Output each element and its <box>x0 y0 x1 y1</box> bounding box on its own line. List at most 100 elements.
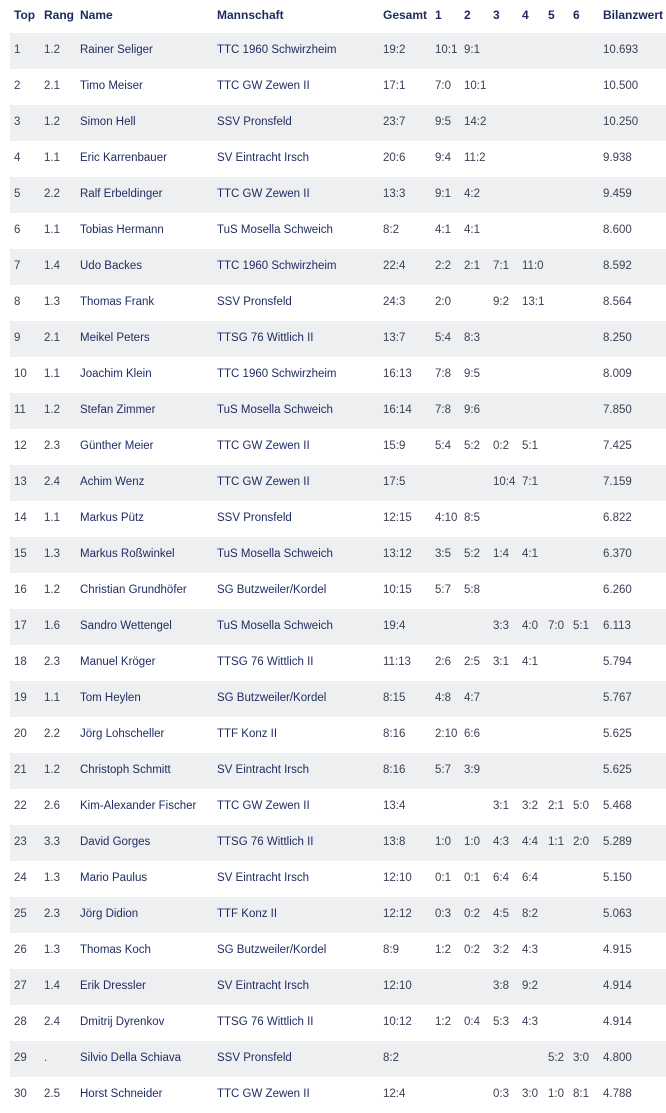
cell-name[interactable]: Horst Schneider <box>80 1088 163 1100</box>
cell-name[interactable]: Thomas Frank <box>80 296 155 308</box>
cell-name[interactable]: Markus Roßwinkel <box>80 548 175 560</box>
cell-team[interactable]: SV Eintracht Irsch <box>217 872 310 884</box>
table-row: 29. Silvio Della Schiava SSV Pronsfeld 8:2 5… <box>10 1041 666 1077</box>
cell-set-1: 1:2 <box>435 944 451 956</box>
column-header-set-2[interactable]: 2 <box>464 8 471 22</box>
column-header-set-3[interactable]: 3 <box>493 8 500 22</box>
cell-name[interactable]: Sandro Wettengel <box>80 620 172 632</box>
column-header-bilanzwert[interactable]: Bilanzwert <box>603 8 664 22</box>
cell-name[interactable]: Udo Backes <box>80 260 143 272</box>
cell-team[interactable]: SV Eintracht Irsch <box>217 980 310 992</box>
cell-team[interactable]: TTF Konz II <box>217 908 278 920</box>
cell-gesamt: 8:15 <box>383 692 406 704</box>
cell-team[interactable]: TTC GW Zewen II <box>217 80 310 92</box>
cell-set-2: 5:2 <box>464 548 480 560</box>
cell-team[interactable]: TTC GW Zewen II <box>217 1088 310 1100</box>
cell-team[interactable]: SSV Pronsfeld <box>217 296 292 308</box>
cell-top: 6 <box>14 224 21 236</box>
cell-name[interactable]: Eric Karrenbauer <box>80 152 167 164</box>
cell-team[interactable]: TTC 1960 Schwirzheim <box>217 44 337 56</box>
cell-set-2: 3:9 <box>464 764 480 776</box>
column-header-name[interactable]: Name <box>80 8 113 22</box>
cell-set-1: 1:0 <box>435 836 451 848</box>
cell-set-4: 4:1 <box>522 656 538 668</box>
cell-name[interactable]: Stefan Zimmer <box>80 404 156 416</box>
cell-name[interactable]: Christian Grundhöfer <box>80 584 187 596</box>
table-row: 10 1.1 Joachim Klein TTC 1960 Schwirzheim 16… <box>10 357 666 393</box>
cell-team[interactable]: TTC 1960 Schwirzheim <box>217 368 337 380</box>
cell-team[interactable]: TTC GW Zewen II <box>217 476 310 488</box>
cell-set-3: 3:3 <box>493 620 509 632</box>
column-header-set-5[interactable]: 5 <box>548 8 555 22</box>
cell-name[interactable]: Erik Dressler <box>80 980 146 992</box>
cell-set-4: 6:4 <box>522 872 538 884</box>
cell-rang: 2.4 <box>44 476 60 488</box>
table-row: 7 1.4 Udo Backes TTC 1960 Schwirzheim 22:4 2:… <box>10 249 666 285</box>
cell-name[interactable]: Thomas Koch <box>80 944 151 956</box>
table-row: 4 1.1 Eric Karrenbauer SV Eintracht Irsch 20… <box>10 141 666 177</box>
cell-team[interactable]: TTSG 76 Wittlich II <box>217 1016 314 1028</box>
cell-team[interactable]: TTC 1960 Schwirzheim <box>217 260 337 272</box>
cell-name[interactable]: Simon Hell <box>80 116 136 128</box>
cell-set-1: 2:6 <box>435 656 451 668</box>
column-header-set-1[interactable]: 1 <box>435 8 442 22</box>
cell-team[interactable]: TTF Konz II <box>217 728 278 740</box>
cell-team[interactable]: TTC GW Zewen II <box>217 188 310 200</box>
cell-name[interactable]: Jörg Lohscheller <box>80 728 165 740</box>
cell-team[interactable]: TuS Mosella Schweich <box>217 404 333 416</box>
cell-name[interactable]: Silvio Della Schiava <box>80 1052 181 1064</box>
cell-name[interactable]: Markus Pütz <box>80 512 144 524</box>
cell-set-2: 9:6 <box>464 404 480 416</box>
cell-name[interactable]: Rainer Seliger <box>80 44 153 56</box>
cell-bilanzwert: 8.600 <box>603 224 632 236</box>
cell-name[interactable]: Tobias Hermann <box>80 224 164 236</box>
cell-gesamt: 19:2 <box>383 44 406 56</box>
cell-name[interactable]: Dmitrij Dyrenkov <box>80 1016 165 1028</box>
cell-name[interactable]: Günther Meier <box>80 440 154 452</box>
cell-name[interactable]: Jörg Didion <box>80 908 139 920</box>
column-header-team[interactable]: Mannschaft <box>217 8 284 22</box>
cell-team[interactable]: SSV Pronsfeld <box>217 512 292 524</box>
cell-team[interactable]: TTSG 76 Wittlich II <box>217 836 314 848</box>
cell-team[interactable]: SV Eintracht Irsch <box>217 764 310 776</box>
cell-bilanzwert: 5.468 <box>603 800 632 812</box>
cell-team[interactable]: SSV Pronsfeld <box>217 116 292 128</box>
cell-team[interactable]: TTSG 76 Wittlich II <box>217 656 314 668</box>
cell-name[interactable]: Tom Heylen <box>80 692 141 704</box>
table-row: 22 2.6 Kim-Alexander Fischer TTC GW Zewen I… <box>10 789 666 825</box>
cell-name[interactable]: Ralf Erbeldinger <box>80 188 163 200</box>
cell-team[interactable]: TTSG 76 Wittlich II <box>217 332 314 344</box>
cell-name[interactable]: Kim-Alexander Fischer <box>80 800 197 812</box>
cell-bilanzwert: 4.800 <box>603 1052 632 1064</box>
cell-team[interactable]: TTC GW Zewen II <box>217 800 310 812</box>
column-header-top[interactable]: Top <box>14 8 36 22</box>
cell-team[interactable]: TTC GW Zewen II <box>217 440 310 452</box>
column-header-set-4[interactable]: 4 <box>522 8 529 22</box>
cell-name[interactable]: Christoph Schmitt <box>80 764 171 776</box>
cell-team[interactable]: TuS Mosella Schweich <box>217 620 333 632</box>
cell-team[interactable]: SSV Pronsfeld <box>217 1052 292 1064</box>
cell-set-4: 11:0 <box>522 260 544 272</box>
column-header-rang[interactable]: Rang <box>44 8 74 22</box>
cell-set-6: 2:0 <box>573 836 589 848</box>
cell-team[interactable]: SG Butzweiler/Kordel <box>217 944 327 956</box>
cell-name[interactable]: Meikel Peters <box>80 332 150 344</box>
cell-top: 25 <box>14 908 27 920</box>
cell-team[interactable]: SG Butzweiler/Kordel <box>217 692 327 704</box>
cell-name[interactable]: Manuel Kröger <box>80 656 156 668</box>
cell-team[interactable]: SV Eintracht Irsch <box>217 152 310 164</box>
cell-name[interactable]: Timo Meiser <box>80 80 143 92</box>
cell-gesamt: 12:10 <box>383 980 412 992</box>
cell-name[interactable]: David Gorges <box>80 836 151 848</box>
column-header-gesamt[interactable]: Gesamt <box>383 8 428 22</box>
cell-name[interactable]: Achim Wenz <box>80 476 145 488</box>
cell-set-5: 1:1 <box>548 836 564 848</box>
column-header-set-6[interactable]: 6 <box>573 8 580 22</box>
cell-rang: 1.3 <box>44 944 60 956</box>
cell-team[interactable]: TuS Mosella Schweich <box>217 224 333 236</box>
cell-team[interactable]: SG Butzweiler/Kordel <box>217 584 327 596</box>
cell-name[interactable]: Joachim Klein <box>80 368 152 380</box>
cell-name[interactable]: Mario Paulus <box>80 872 148 884</box>
cell-team[interactable]: TuS Mosella Schweich <box>217 548 333 560</box>
